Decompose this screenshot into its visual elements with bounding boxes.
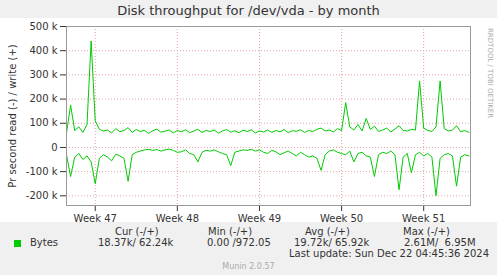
svg-text:100 k: 100 k (29, 117, 57, 128)
html-text:2.61M/ 6.95M: 2.61M/ 6.95M (404, 237, 476, 248)
svg-text:Week 50: Week 50 (320, 213, 363, 224)
svg-text:Pr second read (-) / write (+): Pr second read (-) / write (+) (7, 44, 18, 187)
html-text:19.72k/ 65.92k: 19.72k/ 65.92k (294, 237, 370, 248)
svg-text:300 k: 300 k (29, 69, 57, 80)
html-text:Max (-/+): Max (-/+) (403, 226, 450, 237)
html-text:Avg (-/+): Avg (-/+) (305, 226, 350, 237)
html-text:Last update: Sun Dec 22 04:45:: Last update: Sun Dec 22 04:45:36 2024 (289, 248, 489, 259)
svg-text:Week 47: Week 47 (74, 213, 117, 224)
svg-text:-200 k: -200 k (26, 190, 58, 201)
svg-text:Week 51: Week 51 (402, 213, 445, 224)
html-text:Min (-/+): Min (-/+) (208, 226, 253, 237)
html-text:Bytes: Bytes (30, 237, 59, 248)
svg-text:Week 49: Week 49 (238, 213, 281, 224)
svg-text:500 k: 500 k (29, 21, 57, 32)
svg-text:0: 0 (51, 142, 57, 153)
html-text:RRDTOOL / TOBI OETIKER: RRDTOOL / TOBI OETIKER (486, 28, 494, 119)
svg-text:Week 48: Week 48 (156, 213, 199, 224)
svg-text:200 k: 200 k (29, 93, 57, 104)
svg-text:-100 k: -100 k (26, 166, 58, 177)
html-text:18.37k/ 62.24k: 18.37k/ 62.24k (98, 237, 174, 248)
html-text:Munin 2.0.57: Munin 2.0.57 (222, 262, 275, 271)
html-text:Cur (-/+): Cur (-/+) (115, 226, 159, 237)
html-text:0.00 /972.05: 0.00 /972.05 (207, 237, 271, 248)
svg-text:400 k: 400 k (29, 45, 57, 56)
html-text:Disk throughput for /dev/vda -: Disk throughput for /dev/vda - by month (117, 3, 380, 18)
